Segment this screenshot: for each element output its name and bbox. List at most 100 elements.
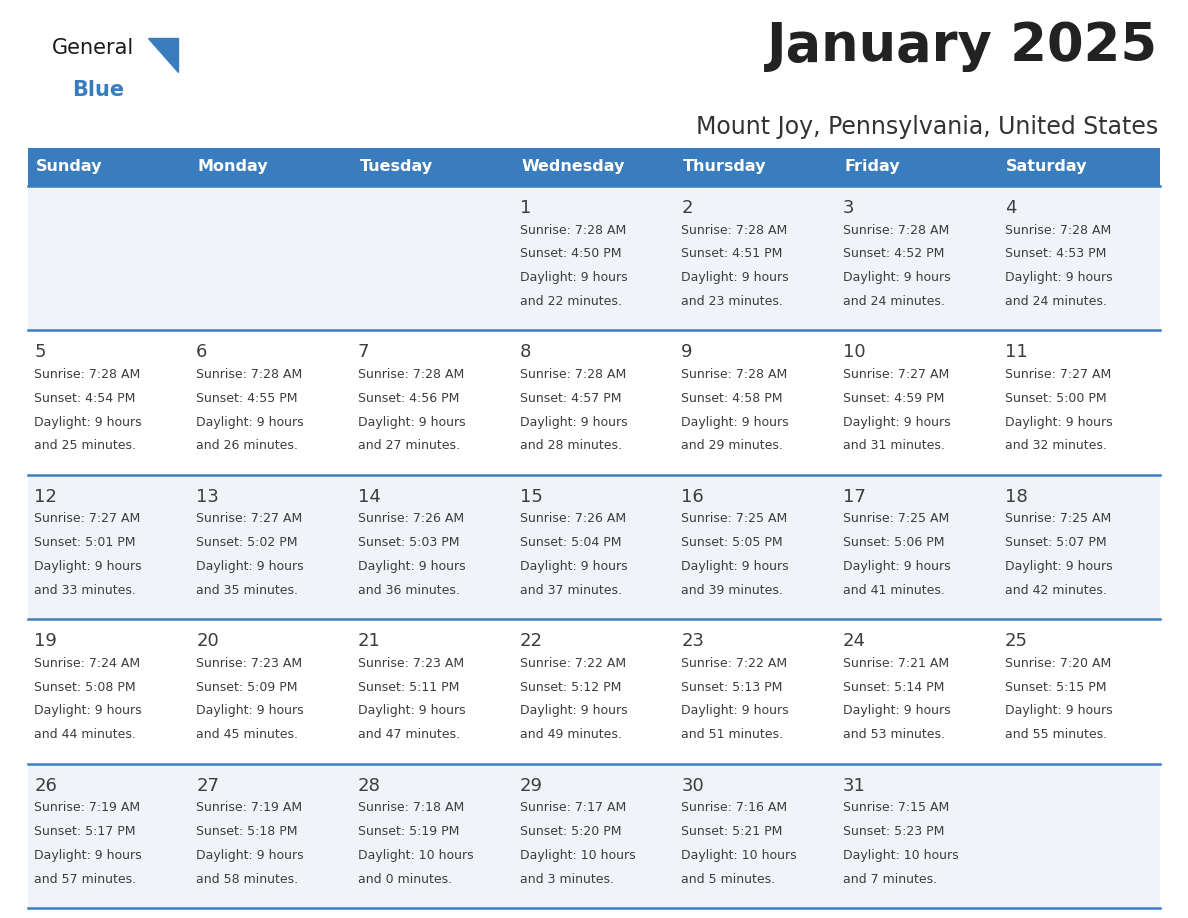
Text: Sunset: 5:02 PM: Sunset: 5:02 PM bbox=[196, 536, 298, 549]
Text: 17: 17 bbox=[843, 487, 866, 506]
Text: Sunday: Sunday bbox=[36, 160, 102, 174]
Bar bbox=[998, 620, 1159, 764]
Bar bbox=[998, 475, 1159, 620]
Text: Sunset: 5:08 PM: Sunset: 5:08 PM bbox=[34, 680, 137, 694]
Text: and 41 minutes.: and 41 minutes. bbox=[843, 584, 944, 597]
Text: and 58 minutes.: and 58 minutes. bbox=[196, 873, 298, 886]
Bar bbox=[352, 764, 513, 908]
Text: 23: 23 bbox=[682, 633, 704, 650]
Text: Sunset: 5:18 PM: Sunset: 5:18 PM bbox=[196, 825, 298, 838]
Text: 25: 25 bbox=[1005, 633, 1028, 650]
Text: Daylight: 9 hours: Daylight: 9 hours bbox=[1005, 560, 1112, 573]
Text: Sunrise: 7:27 AM: Sunrise: 7:27 AM bbox=[843, 368, 949, 381]
Text: Daylight: 9 hours: Daylight: 9 hours bbox=[1005, 416, 1112, 429]
Text: Blue: Blue bbox=[72, 80, 124, 100]
Text: Sunrise: 7:24 AM: Sunrise: 7:24 AM bbox=[34, 656, 140, 670]
Text: Sunrise: 7:28 AM: Sunrise: 7:28 AM bbox=[843, 224, 949, 237]
Text: Sunset: 5:23 PM: Sunset: 5:23 PM bbox=[843, 825, 944, 838]
Text: Sunrise: 7:23 AM: Sunrise: 7:23 AM bbox=[196, 656, 302, 670]
Text: Daylight: 9 hours: Daylight: 9 hours bbox=[682, 416, 789, 429]
Text: Sunrise: 7:28 AM: Sunrise: 7:28 AM bbox=[519, 224, 626, 237]
Text: Sunrise: 7:25 AM: Sunrise: 7:25 AM bbox=[843, 512, 949, 525]
Bar bbox=[998, 148, 1159, 186]
Text: 24: 24 bbox=[843, 633, 866, 650]
Text: Sunrise: 7:25 AM: Sunrise: 7:25 AM bbox=[682, 512, 788, 525]
Bar bbox=[29, 186, 190, 330]
Text: Sunset: 5:11 PM: Sunset: 5:11 PM bbox=[358, 680, 460, 694]
Text: and 44 minutes.: and 44 minutes. bbox=[34, 728, 137, 741]
Text: 14: 14 bbox=[358, 487, 381, 506]
Text: Friday: Friday bbox=[845, 160, 901, 174]
Text: Monday: Monday bbox=[197, 160, 268, 174]
Text: Sunrise: 7:28 AM: Sunrise: 7:28 AM bbox=[358, 368, 465, 381]
Text: 8: 8 bbox=[519, 343, 531, 362]
Text: Daylight: 9 hours: Daylight: 9 hours bbox=[682, 704, 789, 717]
Text: Thursday: Thursday bbox=[683, 160, 766, 174]
Text: Sunset: 5:21 PM: Sunset: 5:21 PM bbox=[682, 825, 783, 838]
Text: Wednesday: Wednesday bbox=[522, 160, 625, 174]
Text: 6: 6 bbox=[196, 343, 208, 362]
Text: Daylight: 9 hours: Daylight: 9 hours bbox=[196, 849, 304, 862]
Text: and 45 minutes.: and 45 minutes. bbox=[196, 728, 298, 741]
Text: Sunrise: 7:17 AM: Sunrise: 7:17 AM bbox=[519, 801, 626, 814]
Text: 29: 29 bbox=[519, 777, 543, 795]
Bar bbox=[190, 475, 352, 620]
Bar bbox=[836, 186, 998, 330]
Bar bbox=[29, 764, 190, 908]
Text: 19: 19 bbox=[34, 633, 57, 650]
Text: Sunrise: 7:22 AM: Sunrise: 7:22 AM bbox=[682, 656, 788, 670]
Text: Sunrise: 7:27 AM: Sunrise: 7:27 AM bbox=[34, 512, 140, 525]
Bar bbox=[836, 475, 998, 620]
Text: and 55 minutes.: and 55 minutes. bbox=[1005, 728, 1107, 741]
Text: Daylight: 9 hours: Daylight: 9 hours bbox=[519, 704, 627, 717]
Text: Sunset: 5:06 PM: Sunset: 5:06 PM bbox=[843, 536, 944, 549]
Text: Daylight: 9 hours: Daylight: 9 hours bbox=[196, 704, 304, 717]
Text: Sunset: 4:54 PM: Sunset: 4:54 PM bbox=[34, 392, 135, 405]
Text: Daylight: 10 hours: Daylight: 10 hours bbox=[358, 849, 474, 862]
Text: and 27 minutes.: and 27 minutes. bbox=[358, 440, 460, 453]
Text: Sunrise: 7:27 AM: Sunrise: 7:27 AM bbox=[196, 512, 303, 525]
Text: 4: 4 bbox=[1005, 199, 1016, 217]
Text: Daylight: 9 hours: Daylight: 9 hours bbox=[196, 416, 304, 429]
Text: Sunset: 5:01 PM: Sunset: 5:01 PM bbox=[34, 536, 135, 549]
Text: 10: 10 bbox=[843, 343, 866, 362]
Text: and 39 minutes.: and 39 minutes. bbox=[682, 584, 783, 597]
Text: Daylight: 9 hours: Daylight: 9 hours bbox=[358, 704, 466, 717]
Bar bbox=[998, 186, 1159, 330]
Text: 1: 1 bbox=[519, 199, 531, 217]
Text: 7: 7 bbox=[358, 343, 369, 362]
Text: Daylight: 9 hours: Daylight: 9 hours bbox=[519, 560, 627, 573]
Text: 22: 22 bbox=[519, 633, 543, 650]
Text: 20: 20 bbox=[196, 633, 219, 650]
Bar bbox=[29, 148, 190, 186]
Text: and 23 minutes.: and 23 minutes. bbox=[682, 295, 783, 308]
Bar bbox=[675, 148, 836, 186]
Text: and 0 minutes.: and 0 minutes. bbox=[358, 873, 451, 886]
Text: Sunrise: 7:26 AM: Sunrise: 7:26 AM bbox=[519, 512, 626, 525]
Text: and 26 minutes.: and 26 minutes. bbox=[196, 440, 298, 453]
Text: Sunset: 5:20 PM: Sunset: 5:20 PM bbox=[519, 825, 621, 838]
Bar bbox=[836, 148, 998, 186]
Text: 28: 28 bbox=[358, 777, 381, 795]
Text: 18: 18 bbox=[1005, 487, 1028, 506]
Text: 16: 16 bbox=[682, 487, 704, 506]
Bar bbox=[513, 475, 675, 620]
Text: Daylight: 9 hours: Daylight: 9 hours bbox=[358, 416, 466, 429]
Text: Daylight: 9 hours: Daylight: 9 hours bbox=[519, 271, 627, 285]
Text: and 7 minutes.: and 7 minutes. bbox=[843, 873, 937, 886]
Text: Daylight: 9 hours: Daylight: 9 hours bbox=[843, 704, 950, 717]
Text: Sunrise: 7:28 AM: Sunrise: 7:28 AM bbox=[519, 368, 626, 381]
Bar bbox=[29, 475, 190, 620]
Text: Sunset: 5:19 PM: Sunset: 5:19 PM bbox=[358, 825, 460, 838]
Text: Daylight: 9 hours: Daylight: 9 hours bbox=[843, 416, 950, 429]
Text: Sunset: 5:03 PM: Sunset: 5:03 PM bbox=[358, 536, 460, 549]
Text: and 51 minutes.: and 51 minutes. bbox=[682, 728, 783, 741]
Bar bbox=[675, 330, 836, 475]
Text: Daylight: 9 hours: Daylight: 9 hours bbox=[843, 560, 950, 573]
Text: and 47 minutes.: and 47 minutes. bbox=[358, 728, 460, 741]
Bar bbox=[675, 764, 836, 908]
Text: Daylight: 9 hours: Daylight: 9 hours bbox=[682, 560, 789, 573]
Text: Sunset: 5:09 PM: Sunset: 5:09 PM bbox=[196, 680, 298, 694]
Text: and 24 minutes.: and 24 minutes. bbox=[843, 295, 944, 308]
Bar bbox=[352, 475, 513, 620]
